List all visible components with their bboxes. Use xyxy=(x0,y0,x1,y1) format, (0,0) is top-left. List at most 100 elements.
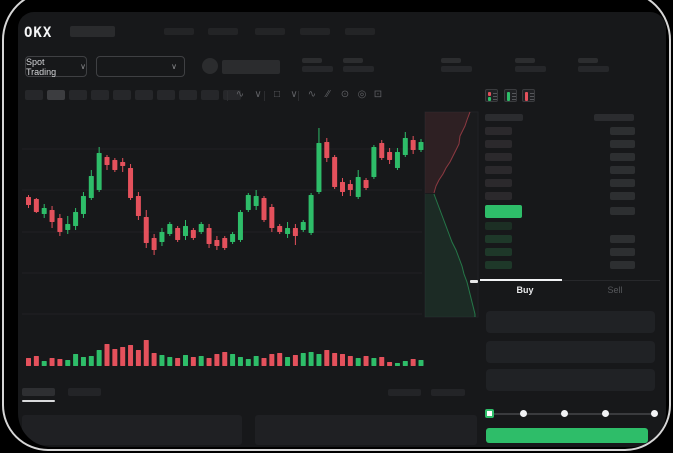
bid-price-placeholder[interactable] xyxy=(485,222,512,230)
icon-line xyxy=(493,96,497,97)
history-panel-placeholder xyxy=(255,415,477,445)
volume-bar xyxy=(104,344,110,366)
nav-item-placeholder[interactable] xyxy=(345,28,375,35)
ask-price-placeholder[interactable] xyxy=(485,166,512,174)
ticker-stat-value-placeholder xyxy=(515,66,546,72)
timeframe-button[interactable] xyxy=(113,90,131,100)
timeframe-button[interactable] xyxy=(179,90,197,100)
candle-body xyxy=(269,207,275,228)
candle-body xyxy=(237,212,243,240)
nav-item-placeholder[interactable] xyxy=(164,28,194,35)
candle-body xyxy=(26,197,31,205)
ask-price-placeholder[interactable] xyxy=(485,140,512,148)
bid-price-placeholder[interactable] xyxy=(485,248,512,256)
candle-body xyxy=(308,195,314,233)
volume-chart[interactable] xyxy=(22,337,478,367)
settings-icon[interactable]: ◎ xyxy=(357,89,367,100)
candle-body xyxy=(222,238,228,248)
volume-bar xyxy=(379,357,385,366)
nav-item-placeholder[interactable] xyxy=(208,28,238,35)
candle-body xyxy=(285,228,291,234)
order-input-field[interactable] xyxy=(486,311,655,333)
timeframe-button[interactable] xyxy=(135,90,153,100)
candlestick-chart[interactable] xyxy=(22,110,479,330)
bid-price-placeholder[interactable] xyxy=(485,235,512,243)
icon-line xyxy=(530,93,534,94)
camera-icon[interactable]: ⊙ xyxy=(340,89,350,100)
okx-logo[interactable]: OKX xyxy=(24,25,53,41)
bottom-actions-placeholder[interactable] xyxy=(388,389,421,396)
bottom-tab-placeholder[interactable] xyxy=(68,388,101,396)
volume-bar xyxy=(120,347,126,366)
chevron-down-icon[interactable]: ∨ xyxy=(290,89,298,100)
volume-bar xyxy=(206,358,212,366)
ask-price-placeholder[interactable] xyxy=(485,127,512,135)
ask-price-placeholder[interactable] xyxy=(485,179,512,187)
candle-body xyxy=(277,226,283,232)
candle-body xyxy=(41,208,47,214)
candle-body xyxy=(300,222,306,230)
pair-name-placeholder xyxy=(222,60,280,74)
candle-body xyxy=(402,138,408,155)
volume-bar xyxy=(394,363,400,366)
slider-stop[interactable] xyxy=(520,410,527,417)
timeframe-button[interactable] xyxy=(25,90,43,100)
icon-asks-strip xyxy=(525,92,528,101)
trading-app-window: OKX Spot Trading ∨ ∨ Buy Sell ∿ ∨ □ ∨ ∿ ∕∕ ⊙ ◎ ⊡ xyxy=(18,12,666,447)
timeframe-button[interactable] xyxy=(91,90,109,100)
tab-buy[interactable]: Buy xyxy=(516,285,534,295)
slider-stop[interactable] xyxy=(561,410,568,417)
chevron-down-icon[interactable]: ∨ xyxy=(254,89,262,100)
chart-type-icon[interactable]: ∿ xyxy=(235,89,245,100)
last-amount-placeholder xyxy=(610,207,635,215)
volume-bar xyxy=(96,350,102,366)
volume-bar xyxy=(253,356,259,366)
timeframe-button[interactable] xyxy=(223,90,241,100)
volume-bar xyxy=(175,358,181,366)
book-bids-only-icon[interactable] xyxy=(504,89,517,102)
nav-item-placeholder[interactable] xyxy=(300,28,330,35)
candle-body xyxy=(206,228,212,244)
candle-body xyxy=(128,168,134,198)
ask-price-placeholder[interactable] xyxy=(485,192,512,200)
indicator-icon[interactable]: ∿ xyxy=(307,89,317,100)
order-input-field[interactable] xyxy=(486,369,655,391)
slider-stop[interactable] xyxy=(651,410,658,417)
nav-item-placeholder[interactable] xyxy=(255,28,285,35)
chevron-down-icon: ∨ xyxy=(80,61,86,71)
order-input-field[interactable] xyxy=(486,341,655,363)
book-split-icon[interactable] xyxy=(485,89,498,102)
bid-price-placeholder[interactable] xyxy=(485,261,512,269)
amount-slider-track[interactable] xyxy=(490,413,655,415)
icon-bids-strip xyxy=(507,92,510,101)
volume-bar xyxy=(261,358,267,366)
draw-tools-icon[interactable]: ∕∕ xyxy=(326,89,330,100)
book-asks-only-icon[interactable] xyxy=(522,89,535,102)
slider-handle[interactable] xyxy=(485,409,494,418)
buy-submit-button[interactable] xyxy=(486,428,648,443)
slider-stop[interactable] xyxy=(602,410,609,417)
interval-icon[interactable]: □ xyxy=(273,89,281,100)
volume-bar xyxy=(190,357,196,366)
bottom-actions-placeholder[interactable] xyxy=(431,389,465,396)
bottom-tab-active-indicator xyxy=(22,400,55,402)
timeframe-button[interactable] xyxy=(201,90,219,100)
volume-bar xyxy=(33,356,39,366)
bottom-tab-active-placeholder[interactable] xyxy=(22,388,55,396)
timeframe-button[interactable] xyxy=(157,90,175,100)
timeframe-button[interactable] xyxy=(47,90,65,100)
pair-selector-dropdown[interactable]: ∨ xyxy=(96,56,185,77)
volume-bar xyxy=(245,359,251,366)
market-type-selector[interactable]: Spot Trading ∨ xyxy=(25,56,87,77)
tab-sell[interactable]: Sell xyxy=(607,285,623,295)
ask-price-placeholder[interactable] xyxy=(485,153,512,161)
candle-body xyxy=(347,184,353,190)
fullscreen-icon[interactable]: ⊡ xyxy=(373,89,383,100)
icon-line xyxy=(512,93,516,94)
last-price-highlight[interactable] xyxy=(485,205,522,218)
timeframe-button[interactable] xyxy=(69,90,87,100)
candle-body xyxy=(355,177,361,197)
candle-body xyxy=(88,176,94,198)
candle-body xyxy=(159,232,165,242)
candle-body xyxy=(96,153,102,190)
